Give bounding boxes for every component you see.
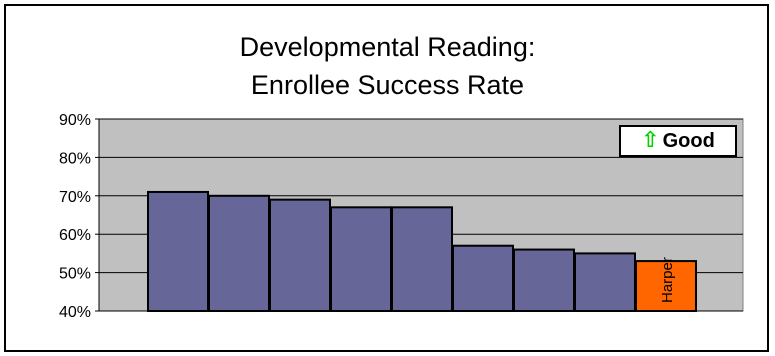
bar-labels: Harper bbox=[659, 257, 676, 303]
y-tick-label: 40% bbox=[59, 304, 91, 321]
bar bbox=[513, 248, 575, 312]
bar bbox=[574, 252, 636, 312]
y-tick-label: 90% bbox=[59, 112, 91, 129]
good-direction-badge: ⇧ Good bbox=[619, 125, 737, 157]
bars bbox=[147, 190, 697, 313]
y-tick-label: 70% bbox=[59, 189, 91, 206]
bar bbox=[269, 198, 331, 312]
good-label: Good bbox=[662, 129, 715, 152]
bar bbox=[391, 206, 453, 313]
bar bbox=[147, 190, 209, 313]
chart-title-line-2: Enrollee Success Rate bbox=[250, 70, 525, 100]
y-tick-label: 60% bbox=[59, 227, 91, 244]
up-arrow-icon: ⇧ bbox=[641, 128, 660, 153]
y-tick-label: 50% bbox=[59, 266, 91, 283]
bar bbox=[452, 244, 514, 312]
y-axis-ticks: 40% 50% 60% 70% 80% 90% bbox=[59, 112, 100, 321]
bar bbox=[208, 194, 270, 312]
chart-title-line-1: Developmental Reading: bbox=[239, 32, 536, 62]
bar bbox=[330, 206, 392, 313]
bar-category-label: Harper bbox=[659, 257, 676, 303]
y-tick-label: 80% bbox=[59, 150, 91, 167]
bar-highlighted bbox=[635, 260, 697, 312]
